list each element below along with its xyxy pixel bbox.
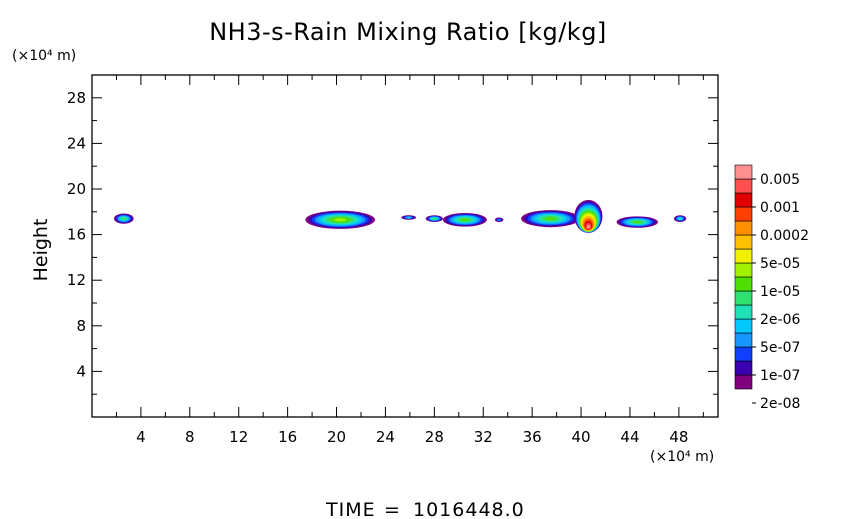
y-tick-label: 8	[76, 317, 86, 335]
colorbar: 0.005 0.001 0.0002 5e-05 1e-05 2e-06 5e-07 1e-0…	[734, 164, 809, 412]
colorbar-label: 1e-05	[760, 284, 800, 300]
colorbar-segment	[734, 220, 753, 236]
colorbar-segment	[734, 164, 753, 180]
colorbar-label: 0.0002	[760, 228, 809, 244]
x-tick-label: 28	[425, 428, 444, 446]
colorbar-segment	[734, 234, 753, 250]
contour-blob	[305, 210, 376, 229]
colorbar-label: 0.001	[760, 200, 800, 216]
chart-title: NH3-s-Rain Mixing Ratio [kg/kg]	[209, 18, 607, 46]
colorbar-segment	[734, 374, 753, 390]
colorbar-segment	[734, 332, 753, 348]
x-tick-label: 36	[523, 428, 542, 446]
contour-level	[121, 217, 126, 220]
y-axis-label: Height	[30, 219, 52, 282]
y-tick-label: 4	[76, 362, 86, 380]
y-tick-label: 24	[67, 134, 86, 152]
colorbar-segment	[734, 318, 753, 334]
contour-blob	[114, 213, 134, 224]
time-equals: =	[384, 499, 401, 519]
x-axis: 4 8 12 16 20 24 28 32 36 40 44 48	[115, 75, 704, 446]
x-tick-label: 24	[376, 428, 395, 446]
time-value: 1016448.0	[413, 499, 525, 519]
colorbar-segment	[734, 360, 753, 376]
x-tick-label: 12	[229, 428, 248, 446]
x-tick-label: 4	[136, 428, 146, 446]
contour-level	[586, 225, 590, 229]
colorbar-segment	[734, 290, 753, 306]
colorbar-segment	[734, 206, 753, 222]
contour-blob	[521, 210, 580, 228]
colorbar-segment	[734, 276, 753, 292]
x-tick-label: 48	[669, 428, 688, 446]
colorbar-label: 1e-07	[760, 368, 800, 384]
colorbar-label: 2e-06	[760, 312, 800, 328]
x-tick-label: 20	[327, 428, 346, 446]
colorbar-label: 5e-05	[760, 256, 800, 272]
y-tick-label: 20	[67, 180, 86, 198]
time-label: TIME	[325, 499, 376, 519]
x-tick-label: 8	[185, 428, 195, 446]
contour-level	[460, 218, 470, 222]
contour-level	[406, 216, 411, 219]
contour-level	[497, 218, 501, 221]
colorbar-segment	[734, 178, 753, 194]
contour-level	[633, 220, 642, 224]
colorbar-label: 0.005	[760, 172, 800, 188]
x-tick-label: 44	[620, 428, 639, 446]
plot-area	[114, 199, 687, 233]
colorbar-segment	[734, 262, 753, 278]
colorbar-segment	[734, 192, 753, 208]
contour-level	[432, 217, 437, 220]
colorbar-segment	[734, 346, 753, 362]
contour-level	[334, 218, 347, 222]
contour-blob	[494, 217, 504, 223]
y-tick-label: 12	[67, 271, 86, 289]
y-tick-label: 28	[67, 89, 86, 107]
contour-level	[544, 217, 557, 221]
contour-blob	[442, 212, 487, 227]
y-tick-label: 16	[67, 226, 86, 244]
colorbar-label: 5e-07	[760, 340, 800, 356]
x-tick-label: 32	[474, 428, 493, 446]
contour-blob	[425, 215, 443, 223]
contour-level	[678, 217, 682, 220]
x-tick-label: 16	[278, 428, 297, 446]
colorbar-segment	[734, 248, 753, 264]
time-footer: TIME = 1016448.0	[325, 499, 525, 519]
colorbar-segment	[734, 304, 753, 320]
x-tick-label: 40	[572, 428, 591, 446]
contour-blob	[616, 216, 659, 228]
contour-blob	[401, 215, 417, 220]
plot-frame	[91, 74, 719, 418]
y-axis-unit: (×10⁴ m)	[12, 48, 76, 64]
contour-blob	[574, 199, 603, 233]
y-axis: 4 8 12 16 20 24 28	[67, 89, 718, 395]
contour-blob	[673, 215, 687, 223]
colorbar-label: 2e-08	[760, 396, 800, 412]
x-axis-unit: (×10⁴ m)	[650, 449, 714, 465]
